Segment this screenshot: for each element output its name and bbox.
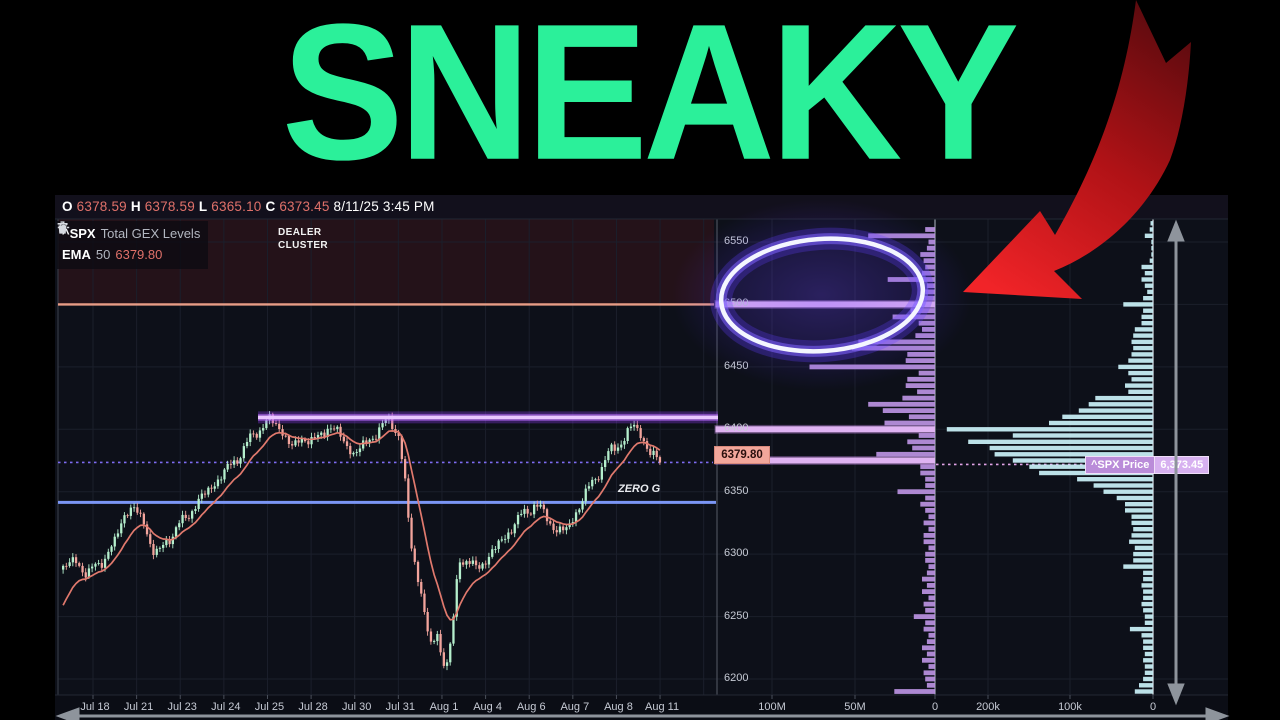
price-tick-label: 6550 (724, 235, 749, 247)
date-tick-label: Jul 24 (211, 701, 241, 713)
price-tick-label: 6450 (724, 359, 749, 372)
legend[interactable]: ^SPX Total GEX Levels EMA 50 (57, 221, 209, 269)
trash-icon[interactable] (57, 221, 68, 234)
price-tick-label: 6300 (724, 547, 749, 560)
low-label: L (198, 199, 208, 214)
date-tick-label: Aug 7 (560, 701, 590, 713)
date-tick-label: Aug 4 (473, 701, 502, 713)
price-tick-label: 6200 (724, 672, 749, 684)
date-tick-label: Jul 25 (254, 701, 285, 713)
thumbnail-title: SNEAKY (281, 0, 1020, 201)
ema-value: 6379.80 (115, 247, 163, 262)
price-tick-label: 6250 (724, 609, 749, 622)
ema-period: 50 (95, 247, 111, 262)
high-label: H (130, 199, 141, 214)
spx-price-tag-value: 6,373.45 (1154, 457, 1209, 473)
date-tick-label: Jul 30 (342, 701, 372, 713)
price-tick-label: 6400 (724, 422, 749, 435)
date-tick-label: Aug 8 (604, 701, 633, 713)
date-tick-label: Jul 28 (298, 701, 328, 713)
low-value: 6365.10 (211, 199, 262, 214)
date-tick-label: Aug 11 (645, 701, 680, 713)
symbol-name[interactable]: ^SPX (62, 226, 96, 241)
value-tick-label: 0 (931, 701, 939, 713)
date-tick-label: Jul 18 (80, 701, 110, 713)
open-label: O (62, 199, 73, 214)
chart-region[interactable]: O 6378.59 H 6378.59 L 6365.10 C 6373.45 … (55, 195, 1228, 720)
spx-price-tag-label: ^SPX Price (1086, 457, 1155, 473)
date-tick-label: Jul 21 (123, 701, 154, 713)
spx-price-tag: ^SPX Price 6,373.45 (1085, 456, 1210, 474)
date-tick-label: Aug 6 (516, 701, 546, 713)
dealer-cluster-label: DEALER CLUSTER (278, 227, 329, 251)
date-tick-label: Jul 23 (167, 701, 197, 713)
chart-plot-svg[interactable] (55, 195, 1228, 720)
ohlc-readout: O 6378.59 H 6378.59 L 6365.10 C 6373.45 … (62, 199, 435, 214)
high-value: 6378.59 (144, 199, 195, 214)
date-tick-label: Jul 31 (385, 701, 415, 713)
bar-datetime: 8/11/25 3:45 PM (333, 199, 435, 214)
value-tick-label: 100M (758, 701, 786, 713)
close-label: C (265, 199, 276, 214)
open-value: 6378.59 (76, 199, 127, 214)
date-tick-label: Aug 1 (429, 701, 459, 713)
ema-label[interactable]: EMA (62, 247, 91, 262)
value-tick-label: 100k (1058, 701, 1082, 713)
value-tick-label: 50M (844, 701, 866, 713)
price-tick-label: 6350 (724, 484, 749, 497)
value-tick-label: 200k (976, 701, 1000, 713)
close-value: 6373.45 (279, 199, 330, 214)
value-tick-label: 0 (1149, 701, 1157, 713)
study-title: Total GEX Levels (100, 226, 201, 241)
price-tick-label: 6500 (724, 297, 749, 310)
zero-gamma-label: ZERO G (618, 483, 661, 495)
ema-axis-price-tag: 6379.80 (714, 446, 770, 464)
